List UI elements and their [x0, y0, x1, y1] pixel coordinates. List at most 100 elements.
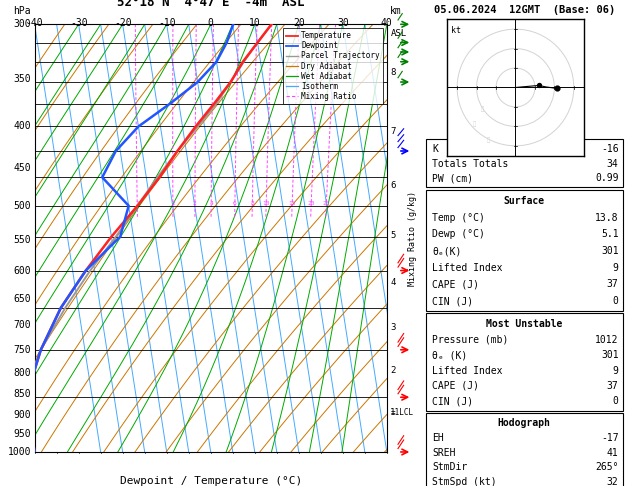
Text: 41: 41	[607, 448, 618, 458]
Text: Dewpoint / Temperature (°C): Dewpoint / Temperature (°C)	[120, 475, 302, 486]
Text: 10: 10	[262, 201, 270, 206]
Text: 37: 37	[607, 381, 618, 391]
Text: ➕: ➕	[481, 106, 484, 112]
Text: 4: 4	[391, 278, 396, 287]
Text: 900: 900	[13, 410, 31, 419]
Text: θₑ(K): θₑ(K)	[432, 246, 462, 256]
Text: 13.8: 13.8	[595, 213, 618, 223]
Text: CIN (J): CIN (J)	[432, 296, 473, 306]
Text: 301: 301	[601, 246, 618, 256]
Text: 25: 25	[323, 201, 330, 206]
Text: CIN (J): CIN (J)	[432, 397, 473, 406]
Text: km: km	[391, 6, 402, 16]
Text: kt: kt	[452, 26, 461, 35]
Text: 0: 0	[613, 296, 618, 306]
Text: 34: 34	[607, 158, 618, 169]
Text: K: K	[432, 144, 438, 154]
Text: 800: 800	[13, 368, 31, 378]
Text: 301: 301	[601, 350, 618, 360]
Text: 500: 500	[13, 201, 31, 211]
Text: 550: 550	[13, 235, 31, 244]
Text: 8: 8	[391, 69, 396, 77]
Text: Temp (°C): Temp (°C)	[432, 213, 485, 223]
Text: 750: 750	[13, 345, 31, 355]
Legend: Temperature, Dewpoint, Parcel Trajectory, Dry Adiabat, Wet Adiabat, Isotherm, Mi: Temperature, Dewpoint, Parcel Trajectory…	[283, 28, 383, 104]
Point	[533, 82, 543, 89]
Point	[552, 85, 562, 92]
Text: 2: 2	[391, 366, 396, 375]
Text: 8: 8	[250, 201, 254, 206]
Text: PW (cm): PW (cm)	[432, 174, 473, 183]
Text: 700: 700	[13, 320, 31, 330]
Text: =1LCL: =1LCL	[391, 408, 413, 417]
Text: 6: 6	[233, 201, 237, 206]
Text: 7: 7	[391, 127, 396, 136]
Text: 52°18'N  4°47'E  -4m  ASL: 52°18'N 4°47'E -4m ASL	[117, 0, 304, 9]
Text: -30: -30	[70, 18, 87, 28]
Text: 3: 3	[193, 201, 197, 206]
Text: Dewp (°C): Dewp (°C)	[432, 229, 485, 240]
Text: CAPE (J): CAPE (J)	[432, 279, 479, 289]
Text: 40: 40	[381, 18, 392, 28]
Bar	[426, 139, 623, 187]
Text: 20: 20	[293, 18, 304, 28]
Text: 10: 10	[249, 18, 260, 28]
Text: Lifted Index: Lifted Index	[432, 263, 503, 273]
Text: 1012: 1012	[595, 335, 618, 345]
Text: -40: -40	[26, 18, 43, 28]
Text: 950: 950	[13, 429, 31, 439]
Bar	[426, 413, 623, 486]
Text: 32: 32	[607, 477, 618, 486]
Text: -10: -10	[158, 18, 175, 28]
Bar	[426, 190, 623, 311]
Text: Surface: Surface	[504, 196, 545, 206]
Text: 9: 9	[613, 365, 618, 376]
Text: 300: 300	[13, 19, 31, 29]
Text: 1000: 1000	[8, 447, 31, 457]
Text: 450: 450	[13, 163, 31, 174]
Text: StmDir: StmDir	[432, 462, 467, 472]
Text: ASL: ASL	[391, 29, 406, 37]
Bar	[426, 313, 623, 411]
Text: 1: 1	[391, 408, 396, 417]
Text: StmSpd (kt): StmSpd (kt)	[432, 477, 497, 486]
Text: 30: 30	[337, 18, 348, 28]
Text: Pressure (mb): Pressure (mb)	[432, 335, 508, 345]
Text: hPa: hPa	[13, 6, 31, 16]
Text: Totals Totals: Totals Totals	[432, 158, 508, 169]
Text: 400: 400	[13, 122, 31, 132]
Text: Most Unstable: Most Unstable	[486, 319, 562, 330]
Text: θₑ (K): θₑ (K)	[432, 350, 467, 360]
Text: 0: 0	[613, 397, 618, 406]
Text: EH: EH	[432, 433, 444, 443]
Text: 6: 6	[391, 181, 396, 190]
Text: 1: 1	[135, 201, 139, 206]
Text: CAPE (J): CAPE (J)	[432, 381, 479, 391]
Text: 265°: 265°	[595, 462, 618, 472]
Text: -20: -20	[114, 18, 131, 28]
Text: 4: 4	[209, 201, 213, 206]
Text: 3: 3	[391, 323, 396, 332]
Text: 20: 20	[308, 201, 315, 206]
Text: 0: 0	[208, 18, 214, 28]
Text: Hodograph: Hodograph	[498, 418, 551, 428]
Text: 0.99: 0.99	[595, 174, 618, 183]
Text: 9: 9	[613, 263, 618, 273]
Text: 350: 350	[13, 74, 31, 84]
Text: 5: 5	[391, 230, 396, 240]
Text: 5.1: 5.1	[601, 229, 618, 240]
Text: 2: 2	[171, 201, 175, 206]
Text: 15: 15	[288, 201, 296, 206]
Text: Lifted Index: Lifted Index	[432, 365, 503, 376]
Text: ➕: ➕	[473, 122, 476, 127]
Text: 600: 600	[13, 265, 31, 276]
Text: 37: 37	[607, 279, 618, 289]
Text: SREH: SREH	[432, 448, 455, 458]
Text: -17: -17	[601, 433, 618, 443]
Text: 650: 650	[13, 294, 31, 304]
Text: -16: -16	[601, 144, 618, 154]
Text: 850: 850	[13, 389, 31, 399]
Text: ➕: ➕	[486, 138, 489, 143]
Text: 05.06.2024  12GMT  (Base: 06): 05.06.2024 12GMT (Base: 06)	[433, 5, 615, 15]
Text: Mixing Ratio (g/kg): Mixing Ratio (g/kg)	[408, 191, 417, 286]
